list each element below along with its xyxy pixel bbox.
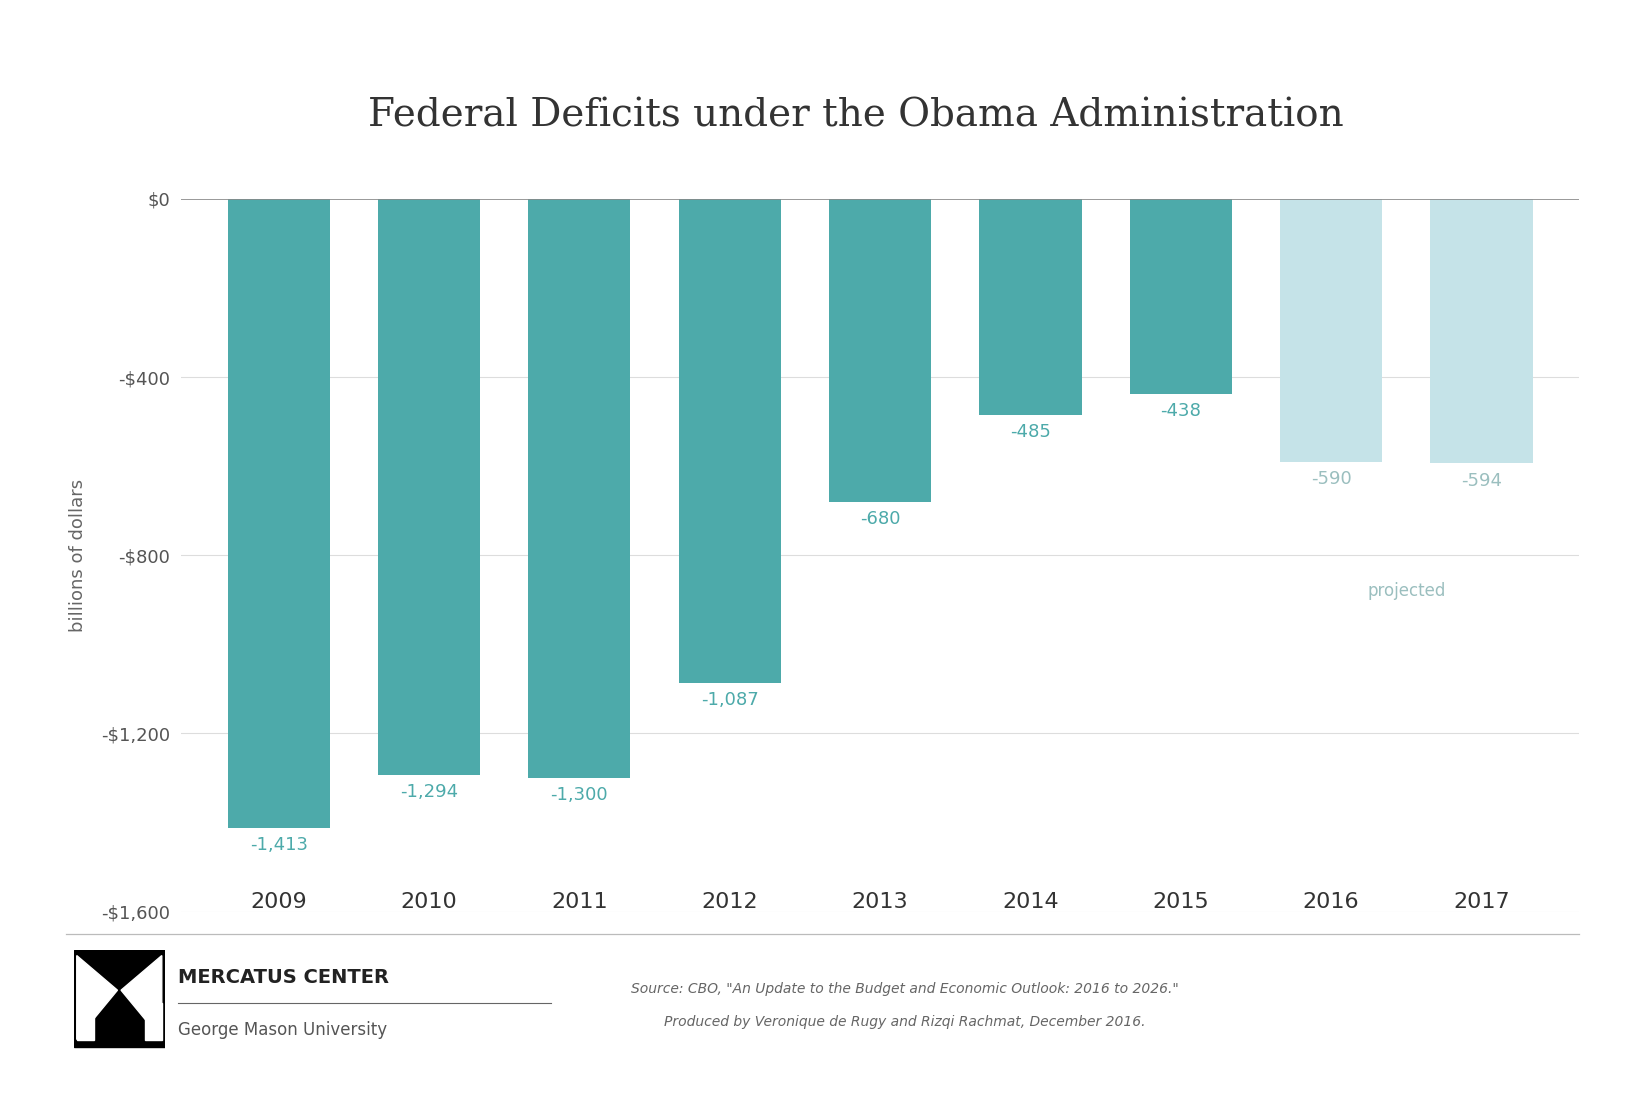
Text: 2014: 2014	[1002, 892, 1059, 912]
Text: -590: -590	[1311, 470, 1352, 487]
Text: -438: -438	[1160, 402, 1201, 420]
Text: 2017: 2017	[1453, 892, 1510, 912]
Text: -1,294: -1,294	[400, 783, 457, 801]
Text: Federal Deficits under the Obama Administration: Federal Deficits under the Obama Adminis…	[367, 97, 1344, 135]
Text: Produced by Veronique de Rugy and Rizqi Rachmat, December 2016.: Produced by Veronique de Rugy and Rizqi …	[665, 1015, 1145, 1029]
Bar	[679, 199, 781, 683]
Text: 2011: 2011	[551, 892, 607, 912]
Bar	[979, 199, 1081, 415]
Text: -594: -594	[1461, 472, 1502, 490]
Text: -1,300: -1,300	[551, 786, 609, 804]
Polygon shape	[77, 956, 117, 1040]
Bar	[378, 199, 480, 776]
Text: 2015: 2015	[1153, 892, 1209, 912]
Y-axis label: billions of dollars: billions of dollars	[69, 478, 87, 632]
Polygon shape	[145, 1003, 161, 1040]
Text: projected: projected	[1367, 582, 1446, 600]
Text: -680: -680	[860, 509, 900, 528]
Bar	[528, 199, 630, 778]
Polygon shape	[77, 1003, 94, 1040]
Text: George Mason University: George Mason University	[178, 1021, 387, 1039]
Text: -1,087: -1,087	[701, 691, 758, 709]
Text: 2016: 2016	[1303, 892, 1359, 912]
Bar	[1431, 199, 1533, 463]
Bar	[829, 199, 931, 502]
Bar	[227, 199, 329, 829]
Bar	[1130, 199, 1232, 394]
Polygon shape	[122, 956, 161, 1040]
Text: -485: -485	[1010, 423, 1051, 441]
Text: MERCATUS CENTER: MERCATUS CENTER	[178, 968, 388, 988]
Text: 2013: 2013	[852, 892, 908, 912]
Text: 2012: 2012	[701, 892, 758, 912]
Text: 2009: 2009	[250, 892, 308, 912]
Text: -1,413: -1,413	[250, 836, 308, 854]
Text: 2010: 2010	[401, 892, 457, 912]
Bar	[1280, 199, 1382, 462]
Text: Source: CBO, "An Update to the Budget and Economic Outlook: 2016 to 2026.": Source: CBO, "An Update to the Budget an…	[632, 982, 1178, 996]
